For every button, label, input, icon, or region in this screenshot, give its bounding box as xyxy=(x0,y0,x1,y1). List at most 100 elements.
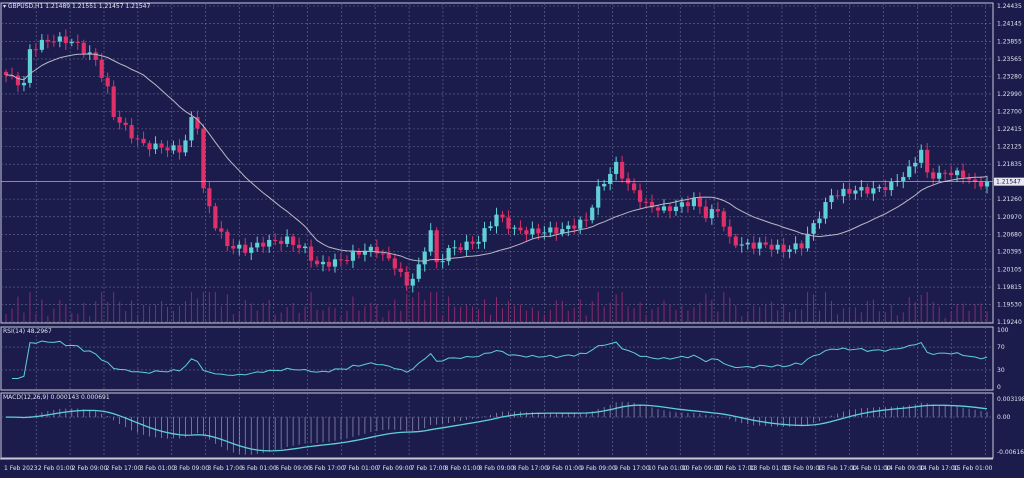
candle-body xyxy=(805,233,810,249)
candle-body xyxy=(105,77,110,87)
candle-body xyxy=(261,242,266,247)
ohlc-readout: 1.21489 1.21551 1.21457 1.21547 xyxy=(45,3,151,10)
candle-body xyxy=(273,239,278,241)
x-tick-label: 14 Feb 01:00 xyxy=(851,465,891,472)
candle-body xyxy=(500,214,505,218)
candle-body xyxy=(793,243,798,250)
candle-body xyxy=(159,143,164,148)
x-tick-label: 6 Feb 17:00 xyxy=(309,465,345,472)
candle-body xyxy=(428,230,433,252)
candle-body xyxy=(374,246,379,254)
x-tick-label: 2 Feb 17:00 xyxy=(106,465,142,472)
candle-body xyxy=(626,178,631,184)
candle-body xyxy=(494,214,499,227)
rsi-tick-label: 30 xyxy=(997,367,1005,374)
candle-body xyxy=(799,243,804,249)
candle-body xyxy=(566,225,571,230)
candle-body xyxy=(153,143,158,150)
candle-body xyxy=(978,181,984,187)
y-tick-label: 1.24145 xyxy=(997,21,1022,28)
candle-body xyxy=(841,188,846,197)
candle-body xyxy=(219,228,224,232)
candle-body xyxy=(207,188,212,207)
candle-body xyxy=(279,240,284,244)
candle-body xyxy=(123,122,128,126)
candle-body xyxy=(255,242,260,248)
candle-body xyxy=(781,244,786,252)
candle-body xyxy=(368,246,373,251)
candle-body xyxy=(338,259,344,261)
candle-body xyxy=(608,173,613,184)
x-tick-label: 8 Feb 01:00 xyxy=(445,465,481,472)
candle-body xyxy=(703,206,708,219)
candle-body xyxy=(811,223,816,234)
x-tick-label: 13 Feb 09:00 xyxy=(784,465,824,472)
x-tick-label: 7 Feb 17:00 xyxy=(411,465,447,472)
candle-body xyxy=(560,229,565,234)
candle-body xyxy=(111,86,116,117)
candle-body xyxy=(464,241,469,250)
y-tick-label: 1.19530 xyxy=(997,301,1022,308)
candle-body xyxy=(446,248,451,262)
candle-body xyxy=(554,227,559,234)
candle-body xyxy=(757,242,762,249)
candle-body xyxy=(434,230,439,263)
rsi-tick-label: 0 xyxy=(997,384,1001,391)
candle-body xyxy=(715,209,720,212)
candle-body xyxy=(225,231,230,246)
x-tick-label: 13 Feb 01:00 xyxy=(750,465,790,472)
x-tick-label: 3 Feb 01:00 xyxy=(140,465,176,472)
candle-body xyxy=(739,244,744,246)
candle-body xyxy=(165,147,170,151)
candle-body xyxy=(195,117,200,129)
candle-body xyxy=(697,197,702,207)
y-tick-label: 1.19240 xyxy=(997,319,1022,326)
candle-body xyxy=(631,183,637,191)
candle-body xyxy=(679,202,685,207)
candle-body xyxy=(320,261,326,265)
candle-body xyxy=(955,170,960,176)
candle-body xyxy=(745,242,750,245)
candle-body xyxy=(673,206,679,212)
candle-body xyxy=(709,209,714,219)
pane-frame xyxy=(0,392,994,459)
candle-body xyxy=(344,259,350,261)
candle-body xyxy=(231,245,236,249)
candle-body xyxy=(141,138,146,144)
candle-body xyxy=(135,138,140,140)
x-tick-label: 9 Feb 17:00 xyxy=(614,465,650,472)
candle-body xyxy=(596,186,601,208)
candle-body xyxy=(649,201,655,208)
candle-body xyxy=(237,244,242,249)
candle-body xyxy=(966,177,972,180)
candle-body xyxy=(817,218,822,224)
y-tick-label: 1.22700 xyxy=(997,109,1022,116)
candle-body xyxy=(877,187,882,189)
candle-body xyxy=(913,162,918,167)
candle-body xyxy=(530,228,535,235)
candle-body xyxy=(643,201,649,203)
x-tick-label: 13 Feb 17:00 xyxy=(818,465,858,472)
candle-body xyxy=(984,181,990,187)
rsi-title: RSI(14) 48.2967 xyxy=(3,328,52,335)
candle-body xyxy=(775,244,780,250)
candle-body xyxy=(506,217,511,229)
macd-title: MACD(12,26,9) 0.000143 0.000691 xyxy=(3,394,110,401)
macd-signal-line xyxy=(5,404,988,452)
x-tick-label: 10 Feb 09:00 xyxy=(682,465,722,472)
candle-body xyxy=(249,247,254,253)
rsi-tick-label: 100 xyxy=(997,327,1009,334)
y-tick-label: 1.20680 xyxy=(997,231,1022,238)
candle-body xyxy=(637,190,643,202)
candle-body xyxy=(470,241,475,244)
candle-body xyxy=(614,161,619,174)
candle-body xyxy=(356,251,362,255)
candle-body xyxy=(81,42,86,54)
candle-body xyxy=(889,181,894,191)
x-tick-label: 9 Feb 09:00 xyxy=(580,465,616,472)
candle-body xyxy=(326,261,332,267)
candle-body xyxy=(919,149,924,163)
candle-body xyxy=(350,251,356,261)
x-tick-label: 7 Feb 01:00 xyxy=(343,465,379,472)
